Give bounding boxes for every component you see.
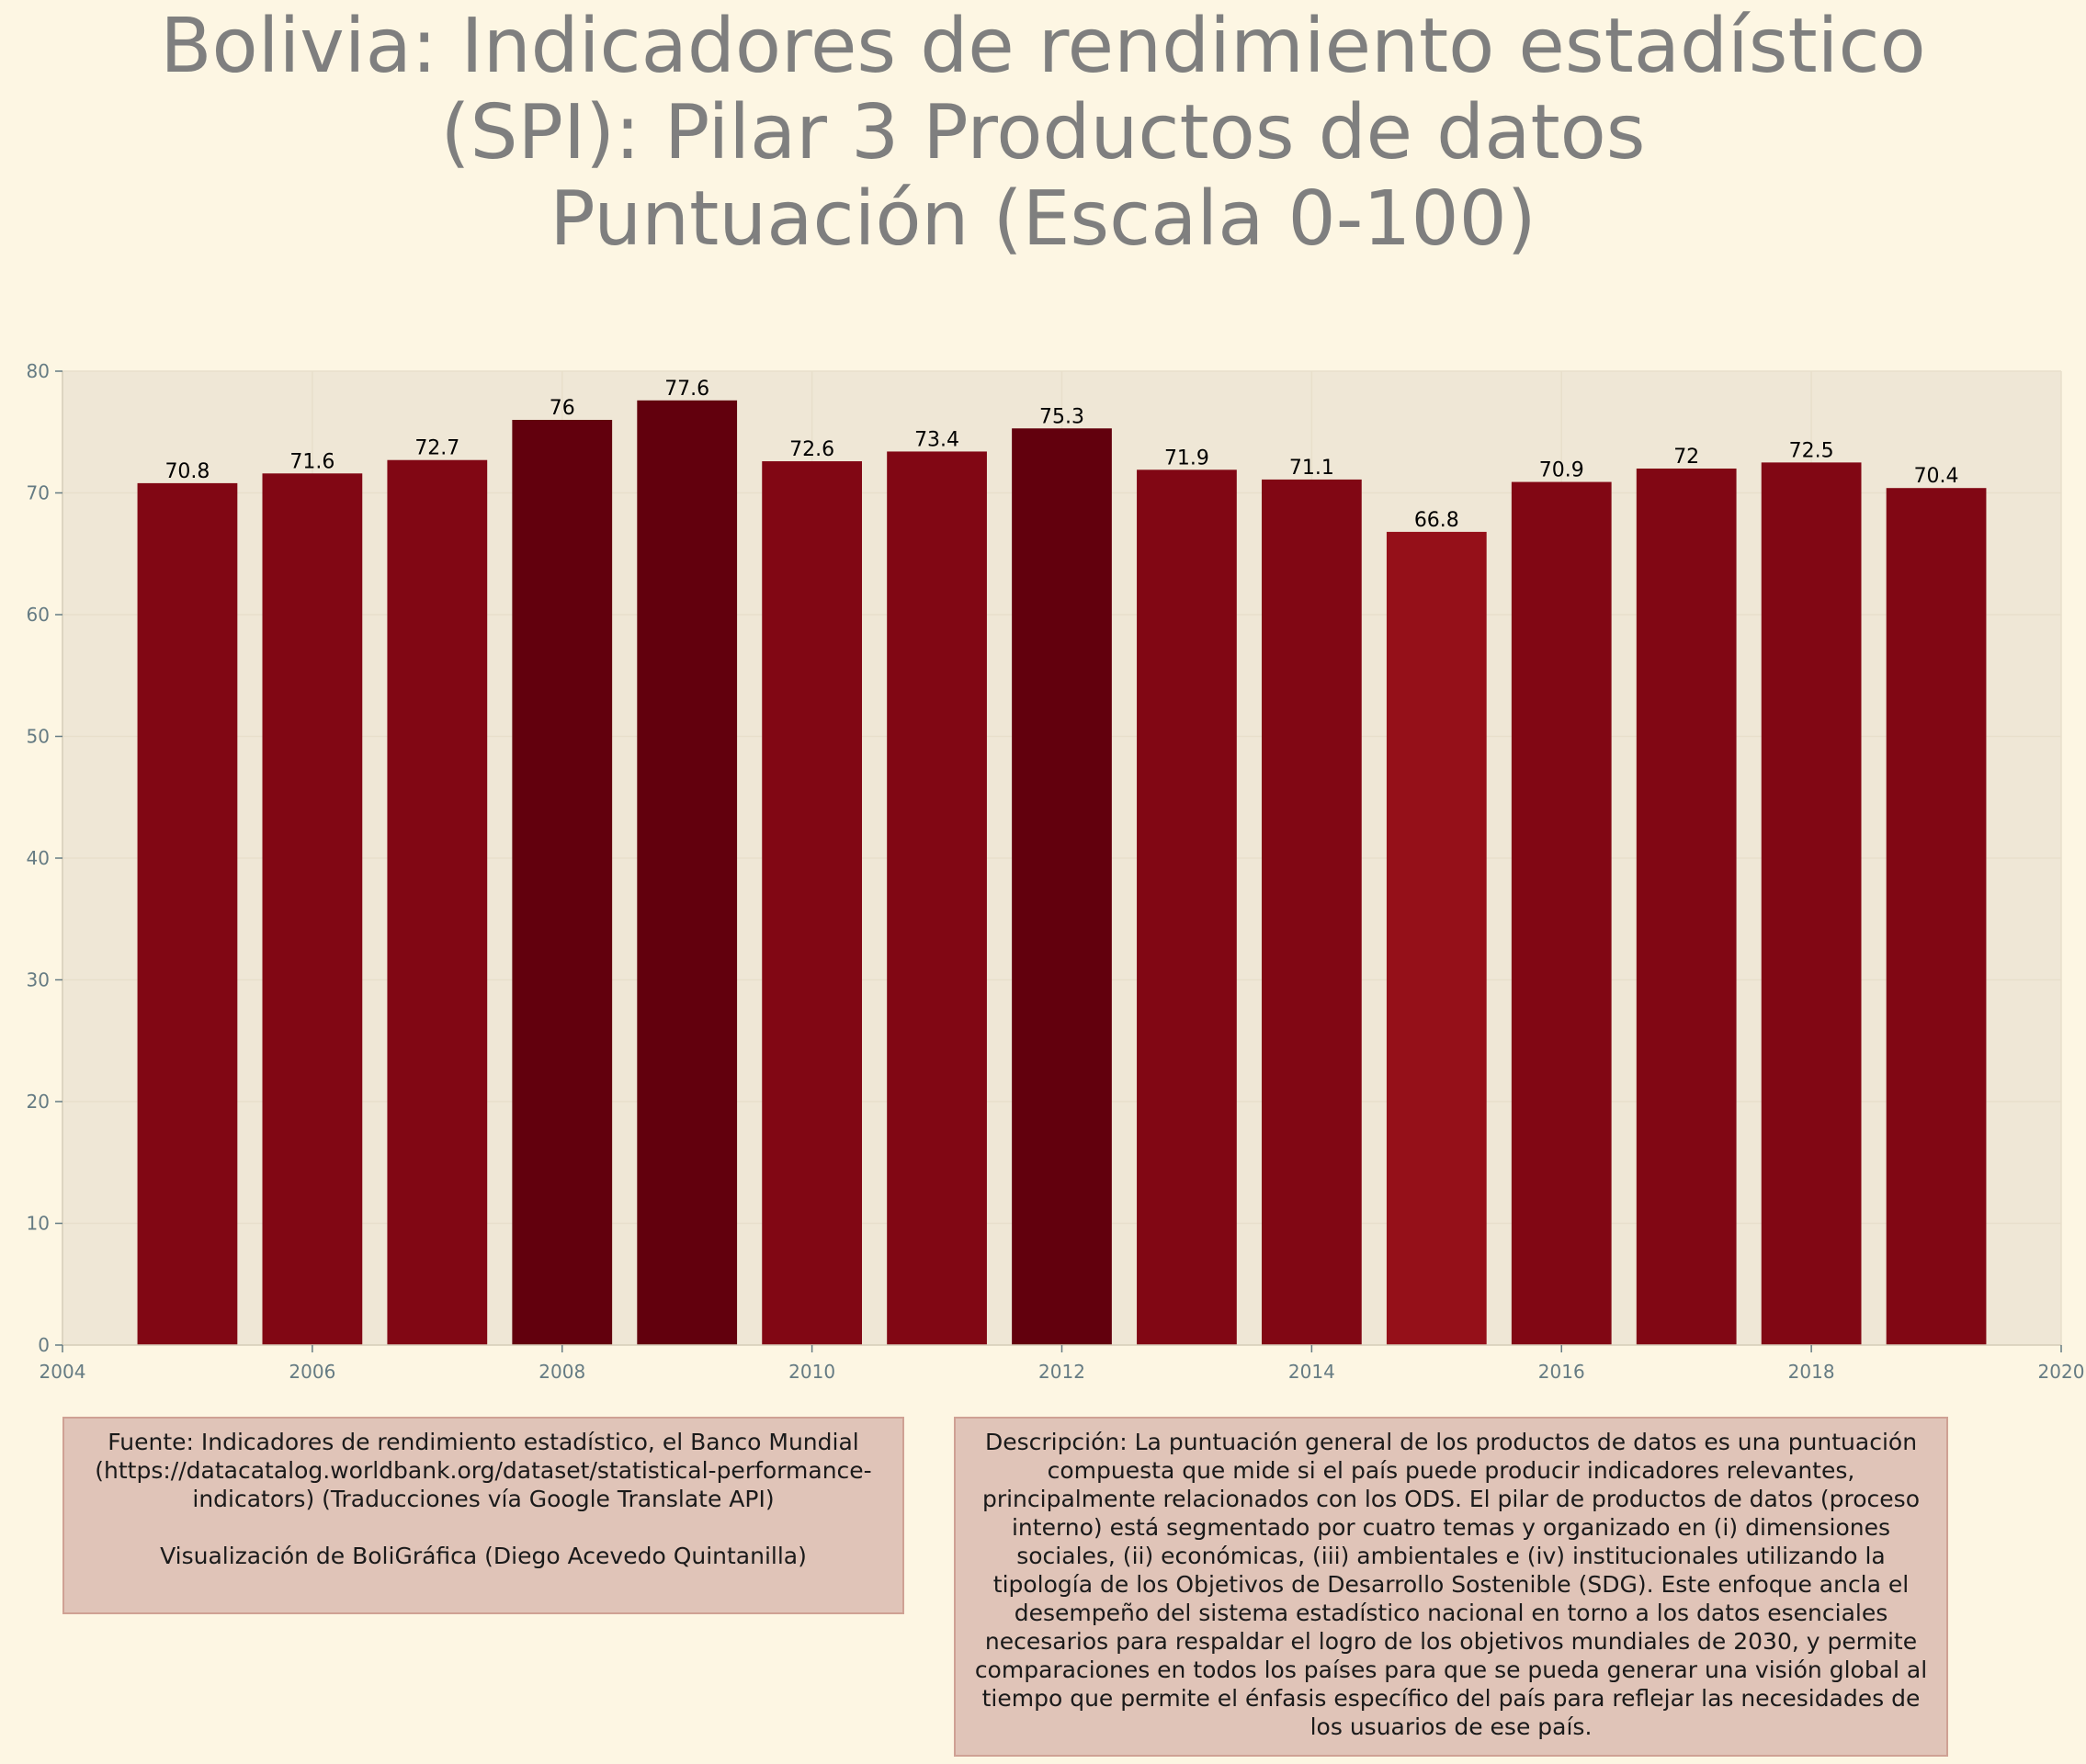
- bar-2018: [1761, 462, 1862, 1345]
- y-tick-label-80: 80: [27, 360, 50, 382]
- chart-title-line-1: Bolivia: Indicadores de rendimiento esta…: [160, 3, 1926, 90]
- chart-title-line-3: Puntuación (Escala 0-100): [550, 175, 1536, 263]
- value-label-2015: 66.8: [1414, 509, 1459, 532]
- bar-2014: [1262, 479, 1362, 1345]
- value-label-2017: 72: [1673, 446, 1699, 469]
- chart-title: Bolivia: Indicadores de rendimiento esta…: [0, 0, 2086, 276]
- y-tick-label-60: 60: [27, 604, 50, 626]
- x-tick-label-2020: 2020: [2038, 1361, 2085, 1383]
- bar-2008: [512, 420, 613, 1345]
- x-tick-label-2004: 2004: [40, 1361, 86, 1383]
- value-label-2009: 77.6: [664, 378, 709, 401]
- y-tick-label-10: 10: [27, 1213, 50, 1235]
- value-label-2012: 75.3: [1039, 405, 1084, 428]
- bar-2009: [637, 400, 738, 1345]
- value-label-2014: 71.1: [1289, 457, 1334, 480]
- bar-2019: [1886, 488, 1987, 1345]
- x-tick-label-2010: 2010: [788, 1361, 835, 1383]
- y-tick-label-70: 70: [27, 482, 50, 504]
- value-label-2008: 76: [550, 397, 575, 420]
- value-label-2013: 71.9: [1164, 447, 1209, 469]
- y-tick-label-50: 50: [27, 726, 50, 748]
- credit-text: Visualización de BoliGráfica (Diego Acev…: [160, 1543, 807, 1569]
- x-tick-label-2006: 2006: [289, 1361, 335, 1383]
- description-text: Descripción: La puntuación general de lo…: [974, 1429, 1928, 1740]
- x-tick-label-2018: 2018: [1788, 1361, 1835, 1383]
- value-label-2007: 72.7: [414, 437, 459, 460]
- bar-chart: 70.8 71.6 72.7 76 77.6 72.6 73.4 75.3 71.9 71.1 66…: [27, 360, 2085, 1383]
- source-box: Fuente: Indicadores de rendimiento estad…: [62, 1417, 904, 1614]
- value-label-2018: 72.5: [1789, 439, 1834, 462]
- value-label-2011: 73.4: [914, 428, 959, 451]
- value-label-2005: 70.8: [164, 460, 210, 483]
- y-tick-label-30: 30: [27, 969, 50, 991]
- y-tick-label-0: 0: [38, 1334, 50, 1356]
- x-tick-label-2016: 2016: [1538, 1361, 1585, 1383]
- bar-2012: [1012, 428, 1112, 1345]
- value-label-2019: 70.4: [1914, 465, 1959, 488]
- bar-2005: [137, 482, 238, 1345]
- bar-2007: [387, 459, 488, 1346]
- chart-title-line-2: (SPI): Pilar 3 Productos de datos: [440, 89, 1646, 176]
- bar-2015: [1386, 531, 1487, 1345]
- bar-2006: [262, 473, 363, 1345]
- bar-2016: [1511, 481, 1612, 1345]
- bar-2010: [762, 461, 862, 1345]
- y-tick-label-40: 40: [27, 847, 50, 869]
- description-box: Descripción: La puntuación general de lo…: [954, 1417, 1948, 1757]
- x-tick-label-2008: 2008: [539, 1361, 585, 1383]
- bar-2013: [1137, 469, 1237, 1345]
- y-tick-label-20: 20: [27, 1091, 50, 1113]
- value-label-2016: 70.9: [1539, 459, 1584, 482]
- x-tick-label-2012: 2012: [1038, 1361, 1085, 1383]
- value-label-2006: 71.6: [289, 450, 334, 473]
- value-label-2010: 72.6: [789, 438, 834, 461]
- x-tick-label-2014: 2014: [1288, 1361, 1335, 1383]
- bar-2017: [1636, 469, 1737, 1345]
- source-text: Fuente: Indicadores de rendimiento estad…: [95, 1429, 872, 1512]
- bar-2011: [887, 451, 987, 1345]
